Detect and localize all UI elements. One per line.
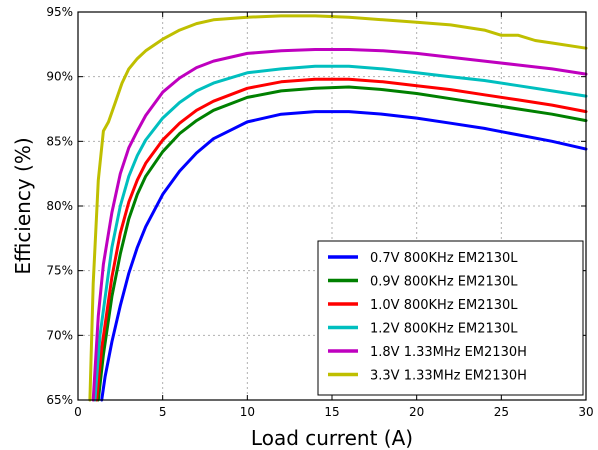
- x-tick-label: 25: [494, 405, 509, 419]
- legend-label: 1.8V 1.33MHz EM2130H: [370, 345, 527, 360]
- x-tick-label: 15: [324, 405, 339, 419]
- y-tick-label: 80%: [46, 199, 73, 213]
- x-tick-label: 20: [409, 405, 424, 419]
- series-line-2: [96, 85, 588, 402]
- series-line-4: [93, 64, 588, 402]
- series-line-6: [88, 14, 588, 402]
- legend-box: [317, 240, 584, 396]
- legend-label: 1.0V 800KHz EM2130L: [370, 298, 518, 313]
- x-tick-label: 10: [240, 405, 255, 419]
- x-tick-label: 5: [159, 405, 167, 419]
- series-line-1: [100, 110, 588, 402]
- y-axis-label: Efficiency (%): [11, 137, 35, 274]
- legend-label: 0.7V 800KHz EM2130L: [370, 251, 518, 266]
- y-tick-label: 65%: [46, 393, 73, 407]
- legend-label: 0.9V 800KHz EM2130L: [370, 275, 518, 290]
- x-axis-label: Load current (A): [251, 426, 413, 450]
- y-tick-label: 95%: [46, 5, 73, 19]
- legend: 0.7V 800KHz EM2130L 0.9V 800KHz EM2130L 1.…: [317, 240, 584, 396]
- y-tick-label: 85%: [46, 134, 73, 148]
- series-line-3: [95, 77, 588, 402]
- y-tick-label: 90%: [46, 70, 73, 84]
- legend-label: 3.3V 1.33MHz EM2130H: [370, 369, 527, 384]
- y-tick-label: 70%: [46, 328, 73, 342]
- series-lines: [88, 14, 588, 402]
- y-tick-label: 75%: [46, 264, 73, 278]
- x-tick-label: 30: [578, 405, 593, 419]
- series-line-5: [91, 48, 588, 402]
- x-tick-label: 0: [74, 405, 82, 419]
- axis-ticks: 0 5 10 15 20 25 30 65% 70% 75% 80% 85% 90% 95%: [46, 5, 593, 419]
- legend-label: 1.2V 800KHz EM2130L: [370, 322, 518, 337]
